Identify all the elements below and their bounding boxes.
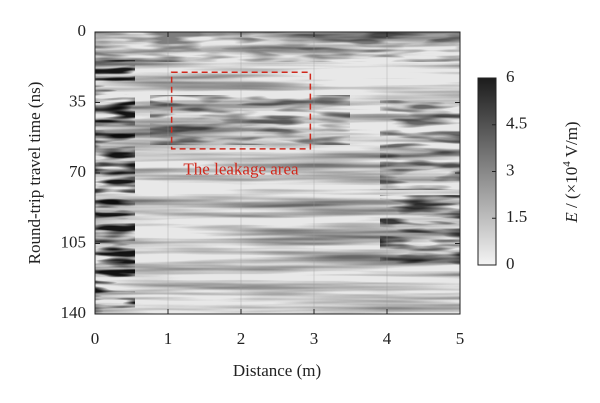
texture — [95, 32, 460, 62]
x-axis-label: Distance (m) — [233, 361, 321, 380]
y-tick-label: 0 — [78, 21, 87, 40]
colorbar-tick-label: 4.5 — [506, 114, 527, 133]
y-tick-label: 70 — [69, 162, 86, 181]
texture — [380, 195, 460, 265]
x-tick-label: 5 — [456, 329, 465, 348]
texture — [380, 100, 460, 190]
x-tick-label: 1 — [164, 329, 173, 348]
colorbar-unit: V/m) — [562, 121, 581, 161]
colorbar-symbol: E — [562, 212, 581, 224]
y-tick-label: 140 — [61, 303, 87, 322]
annotation-text: The leakage area — [183, 160, 299, 179]
x-tick-label: 2 — [237, 329, 246, 348]
colorbar-unit: / (×10 — [562, 167, 581, 212]
x-tick-label: 4 — [383, 329, 392, 348]
texture — [95, 60, 135, 314]
y-tick-label: 35 — [69, 91, 86, 110]
x-tick-label: 0 — [91, 329, 100, 348]
colorbar-tick-label: 1.5 — [506, 207, 527, 226]
y-axis-label: Round-trip travel time (ns) — [25, 82, 44, 265]
x-tick-label: 3 — [310, 329, 319, 348]
axes: 0 1 2 3 4 5 0 35 70 105 140 — [61, 21, 465, 348]
colorbar-tick-label: 3 — [506, 160, 515, 179]
radargram — [95, 32, 460, 314]
colorbar-label: E / (×104 V/m) — [561, 121, 581, 223]
y-tick-label: 105 — [61, 232, 87, 251]
colorbar-tick-label: 6 — [506, 67, 515, 86]
texture — [150, 95, 350, 145]
annotation-box — [170, 71, 312, 150]
colorbar-exponent: 4 — [561, 161, 573, 167]
colorbar-tick-label: 0 — [506, 254, 515, 273]
